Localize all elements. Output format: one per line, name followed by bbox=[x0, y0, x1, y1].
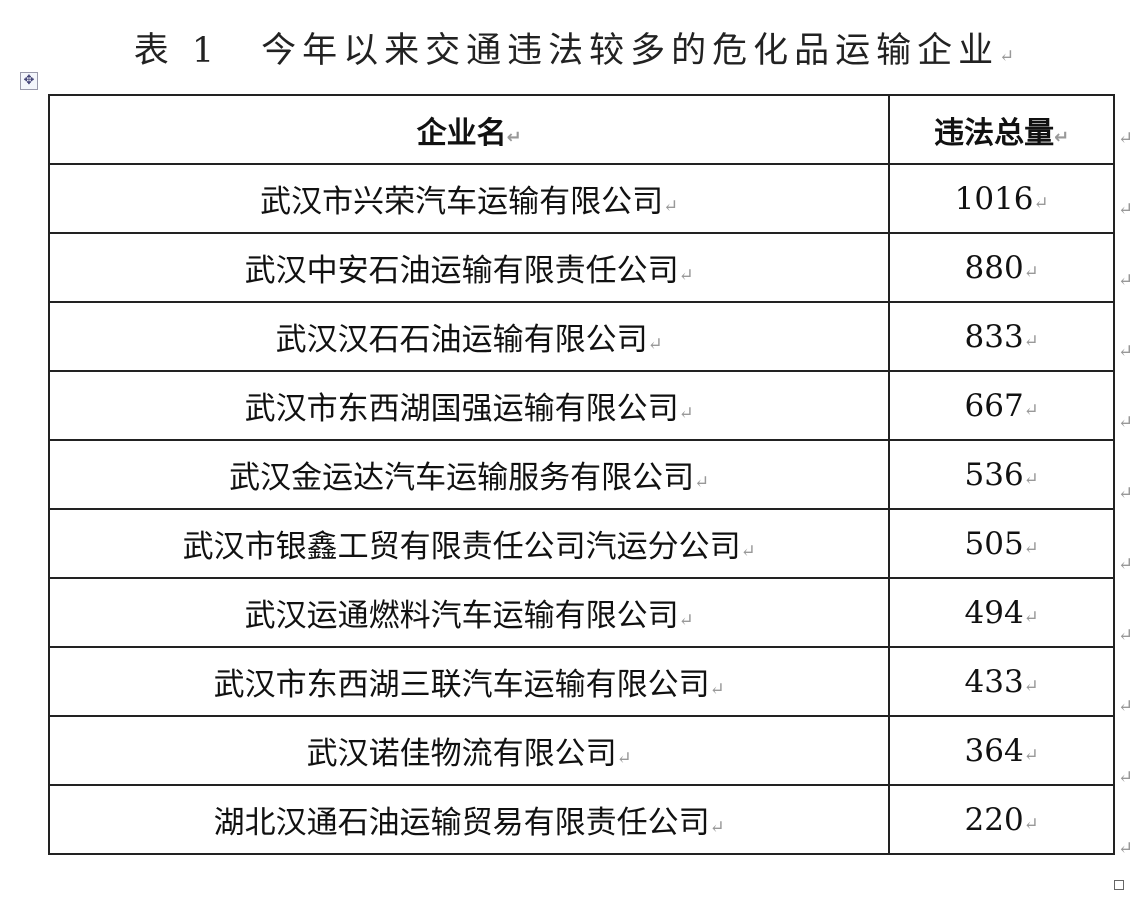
violation-count-cell: 494↵ bbox=[888, 577, 1115, 648]
violation-count: 536 bbox=[964, 456, 1024, 493]
violation-count: 220 bbox=[964, 801, 1024, 838]
paragraph-mark: ↵ bbox=[663, 196, 679, 217]
table-row: 武汉市银鑫工贸有限责任公司汽运分公司↵ 505↵ bbox=[47, 508, 1115, 579]
paragraph-mark: ↵ bbox=[1023, 606, 1039, 628]
row-end-mark: ↵ bbox=[1118, 270, 1134, 291]
row-end-mark: ↵ bbox=[1118, 838, 1134, 859]
table-row: 武汉市兴荣汽车运输有限公司↵ 1016↵ bbox=[47, 163, 1115, 234]
company-name-cell: 武汉金运达汽车运输服务有限公司↵ bbox=[47, 439, 891, 510]
paragraph-mark: ↵ bbox=[647, 334, 663, 355]
paragraph-mark: ↵ bbox=[1033, 192, 1049, 214]
table-move-handle-icon[interactable]: ✥ bbox=[20, 72, 38, 90]
paragraph-mark: ↵ bbox=[1023, 813, 1039, 835]
company-name-cell: 武汉汉石石油运输有限公司↵ bbox=[47, 301, 891, 372]
header-company-name: 企业名↵ bbox=[47, 94, 891, 165]
violation-count: 433 bbox=[964, 663, 1024, 700]
violation-count-cell: 220↵ bbox=[888, 784, 1115, 855]
company-name-cell: 武汉诺佳物流有限公司↵ bbox=[47, 715, 891, 786]
company-name-cell: 武汉中安石油运输有限责任公司↵ bbox=[47, 232, 891, 303]
paragraph-mark: ↵ bbox=[678, 265, 694, 286]
paragraph-mark: ↵ bbox=[1023, 537, 1039, 559]
table-row: 武汉运通燃料汽车运输有限公司↵ 494↵ bbox=[47, 577, 1115, 648]
paragraph-mark: ↵ bbox=[1023, 399, 1039, 421]
violation-count: 1016 bbox=[954, 180, 1034, 217]
table-body: 武汉市兴荣汽车运输有限公司↵ 1016↵ 武汉中安石油运输有限责任公司↵ 880↵ 武汉… bbox=[47, 163, 1115, 855]
violation-count: 505 bbox=[964, 525, 1024, 562]
violation-count-cell: 833↵ bbox=[888, 301, 1115, 372]
row-end-mark: ↵ bbox=[1118, 412, 1134, 433]
paragraph-mark: ↵ bbox=[1023, 330, 1039, 352]
paragraph-mark: ↵ bbox=[1054, 126, 1070, 148]
violation-count-cell: 667↵ bbox=[888, 370, 1115, 441]
table-caption: 表 1 今年以来交通违法较多的危化品运输企业↵ bbox=[0, 22, 1148, 73]
table-row: 武汉中安石油运输有限责任公司↵ 880↵ bbox=[47, 232, 1115, 303]
paragraph-mark: ↵ bbox=[506, 126, 522, 148]
violation-count: 880 bbox=[964, 249, 1024, 286]
row-end-mark: ↵ bbox=[1118, 483, 1134, 504]
violation-count: 833 bbox=[964, 318, 1024, 355]
violation-count-cell: 1016↵ bbox=[888, 163, 1115, 234]
paragraph-mark: ↵ bbox=[616, 748, 632, 769]
paragraph-mark: ↵ bbox=[999, 46, 1015, 67]
company-name: 武汉运通燃料汽车运输有限公司 bbox=[244, 598, 679, 634]
row-end-mark: ↵ bbox=[1118, 696, 1134, 717]
header-row: 企业名↵ 违法总量↵ bbox=[47, 94, 1115, 165]
violation-count-cell: 536↵ bbox=[888, 439, 1115, 510]
caption-text: 表 1 今年以来交通违法较多的危化品运输企业 bbox=[133, 31, 1000, 71]
row-end-mark: ↵ bbox=[1118, 554, 1134, 575]
company-name: 武汉市银鑫工贸有限责任公司汽运分公司 bbox=[182, 529, 741, 565]
violation-count: 667 bbox=[964, 387, 1024, 424]
paragraph-mark: ↵ bbox=[709, 817, 725, 838]
table-row: 武汉市东西湖国强运输有限公司↵ 667↵ bbox=[47, 370, 1115, 441]
paragraph-mark: ↵ bbox=[694, 472, 710, 493]
violation-count: 494 bbox=[964, 594, 1024, 631]
table-resize-handle[interactable] bbox=[1114, 880, 1124, 890]
paragraph-mark: ↵ bbox=[1023, 261, 1039, 283]
company-name: 武汉市东西湖三联汽车运输有限公司 bbox=[213, 667, 710, 703]
table-row: 武汉市东西湖三联汽车运输有限公司↵ 433↵ bbox=[47, 646, 1115, 717]
row-end-mark: ↵ bbox=[1118, 625, 1134, 646]
company-name-cell: 武汉市兴荣汽车运输有限公司↵ bbox=[47, 163, 891, 234]
row-end-mark: ↵ bbox=[1118, 128, 1134, 149]
company-name: 湖北汉通石油运输贸易有限责任公司 bbox=[213, 805, 710, 841]
table-row: 武汉诺佳物流有限公司↵ 364↵ bbox=[47, 715, 1115, 786]
table-row: 武汉汉石石油运输有限公司↵ 833↵ bbox=[47, 301, 1115, 372]
header-violation-total-text: 违法总量 bbox=[934, 115, 1055, 151]
company-name: 武汉诺佳物流有限公司 bbox=[306, 736, 617, 772]
data-table: 企业名↵ 违法总量↵ 武汉市兴荣汽车运输有限公司↵ 1016↵ 武汉中安石油运输有限… bbox=[47, 94, 1115, 855]
paragraph-mark: ↵ bbox=[1023, 744, 1039, 766]
company-name-cell: 武汉市东西湖国强运输有限公司↵ bbox=[47, 370, 891, 441]
paragraph-mark: ↵ bbox=[1023, 468, 1039, 490]
row-end-mark: ↵ bbox=[1118, 767, 1134, 788]
company-name: 武汉市兴荣汽车运输有限公司 bbox=[260, 184, 664, 220]
row-end-mark: ↵ bbox=[1118, 199, 1134, 220]
paragraph-mark: ↵ bbox=[709, 679, 725, 700]
violation-count-cell: 433↵ bbox=[888, 646, 1115, 717]
table-row: 武汉金运达汽车运输服务有限公司↵ 536↵ bbox=[47, 439, 1115, 510]
paragraph-mark: ↵ bbox=[1023, 675, 1039, 697]
company-name: 武汉汉石石油运输有限公司 bbox=[275, 322, 648, 358]
table-row: 湖北汉通石油运输贸易有限责任公司↵ 220↵ bbox=[47, 784, 1115, 855]
company-name-cell: 湖北汉通石油运输贸易有限责任公司↵ bbox=[47, 784, 891, 855]
header-violation-total: 违法总量↵ bbox=[888, 94, 1115, 165]
paragraph-mark: ↵ bbox=[740, 541, 756, 562]
violation-count-cell: 880↵ bbox=[888, 232, 1115, 303]
row-end-mark: ↵ bbox=[1118, 341, 1134, 362]
company-name: 武汉中安石油运输有限责任公司 bbox=[244, 253, 679, 289]
company-name: 武汉市东西湖国强运输有限公司 bbox=[244, 391, 679, 427]
company-name-cell: 武汉市银鑫工贸有限责任公司汽运分公司↵ bbox=[47, 508, 891, 579]
header-company-name-text: 企业名 bbox=[416, 115, 507, 151]
company-name: 武汉金运达汽车运输服务有限公司 bbox=[229, 460, 695, 496]
violation-count-cell: 364↵ bbox=[888, 715, 1115, 786]
company-name-cell: 武汉运通燃料汽车运输有限公司↵ bbox=[47, 577, 891, 648]
paragraph-mark: ↵ bbox=[678, 610, 694, 631]
violation-count-cell: 505↵ bbox=[888, 508, 1115, 579]
violation-count: 364 bbox=[964, 732, 1024, 769]
company-name-cell: 武汉市东西湖三联汽车运输有限公司↵ bbox=[47, 646, 891, 717]
paragraph-mark: ↵ bbox=[678, 403, 694, 424]
